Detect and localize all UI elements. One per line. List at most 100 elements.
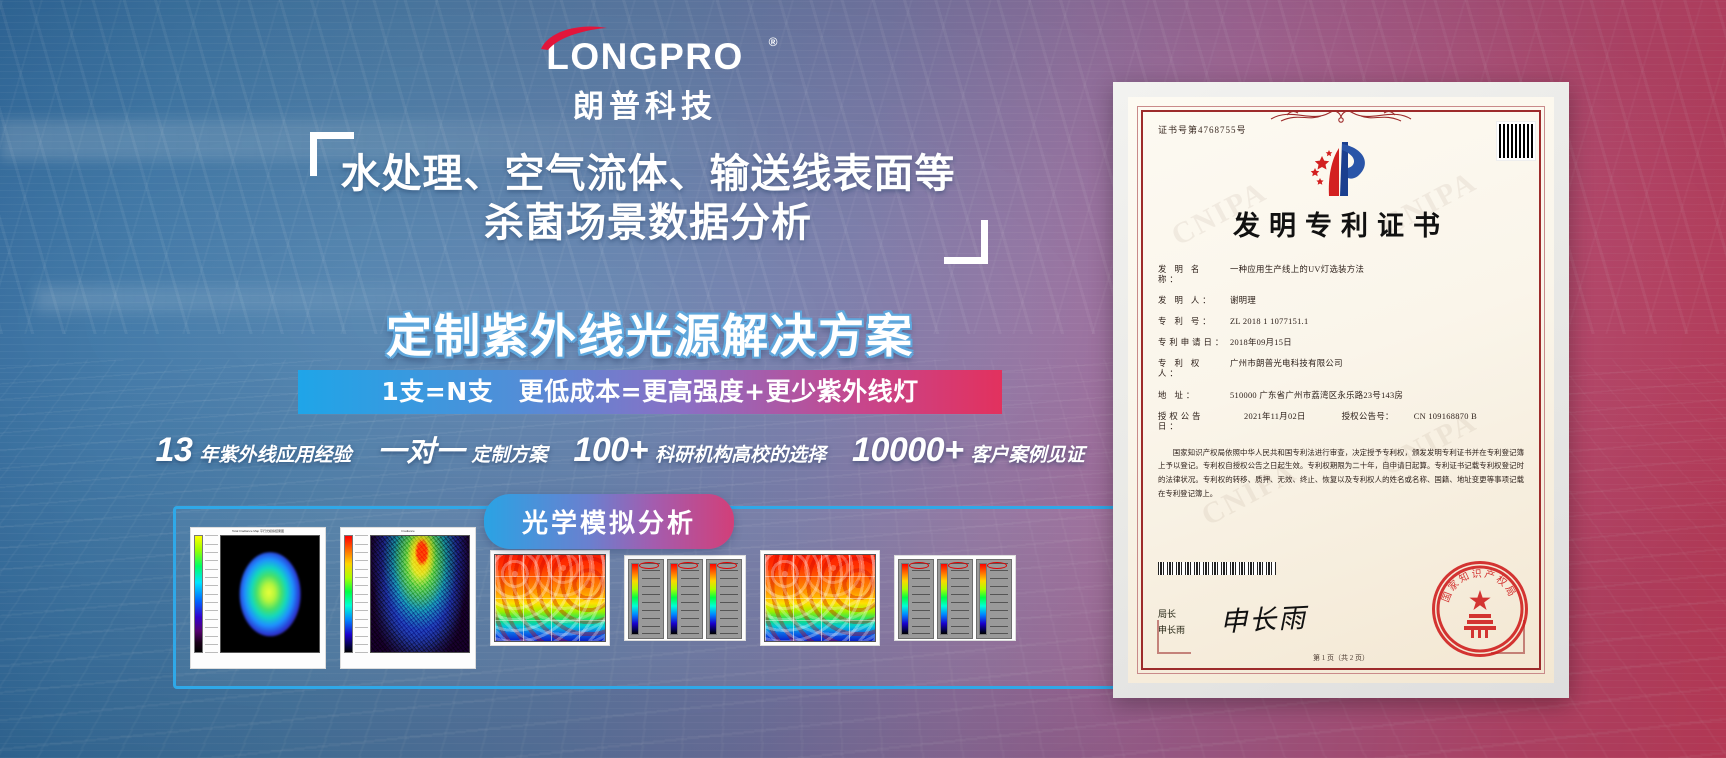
field-label-5: 地 址：	[1158, 390, 1198, 400]
sim-card-heatmap-2[interactable]	[760, 549, 880, 646]
field-value-2: ZL 2018 1 1077151.1	[1230, 317, 1309, 327]
background-light-beam	[0, 120, 794, 160]
registered-mark-icon: ®	[768, 35, 779, 49]
legend-values-c2	[989, 562, 1009, 635]
plot-irradiance-contour	[220, 535, 320, 654]
slogan-gradient-bar	[298, 370, 1002, 414]
director-label: 局长	[1158, 610, 1177, 621]
certificate-border-frame	[1137, 106, 1545, 674]
headline-line-2: 杀菌场景数据分析	[484, 199, 812, 246]
headline-line-1: 水处理、空气流体、输送线表面等	[340, 151, 956, 197]
plot-irradiance-speckle	[370, 535, 470, 654]
legend-values-c1	[719, 562, 739, 635]
field-label-2: 专 利 号：	[1158, 317, 1214, 327]
legend-colorbar-a2	[901, 562, 909, 635]
slogan-sub-text: 1支=N支 更低成本=更高强度+更少紫外线灯	[381, 377, 919, 406]
sim-card-legend-trio-1[interactable]	[624, 554, 746, 641]
certificate-serial-number: 证书号第4768755号	[1158, 125, 1247, 135]
certificate-field-invention-name: 发 明 名 称： 一种应用生产线上的UV灯选装方法	[1158, 265, 1524, 285]
bracket-top-left-icon	[310, 132, 354, 176]
official-seal-icon: 国家知识产权局	[1432, 561, 1528, 657]
legend-box-wrap-a2	[898, 558, 934, 639]
grant-date-value: 2021年11月02日	[1244, 411, 1306, 421]
patent-certificate[interactable]: CNIPA CNIPA CNIPA CNIPA	[1113, 82, 1569, 698]
field-value-1: 谢明理	[1230, 296, 1257, 306]
field-label-1: 发 明 人：	[1158, 296, 1214, 306]
certificate-corner-bottom-left	[1157, 620, 1191, 654]
colorbar-ticks-1	[355, 535, 368, 654]
sim-card-title-1: Irradiance	[401, 528, 415, 533]
sim-card-irradiance-contour[interactable]: Total Irradiance Map 平行光模拟结果图	[190, 526, 326, 669]
legend-box-c1	[706, 558, 742, 639]
director-name: 申长雨	[1158, 625, 1186, 636]
sim-card-heatmap-1[interactable]	[490, 549, 610, 646]
plot-heatmap-1	[494, 553, 606, 642]
background-light-beam-secondary	[34, 286, 518, 312]
certificate-inner: CNIPA CNIPA CNIPA CNIPA	[1128, 97, 1554, 683]
certificate-field-patentee: 专 利 权 人： 广州市朗普光电科技有限公司	[1158, 359, 1524, 379]
brand-logo-wordmark: LONGPRO ®	[525, 26, 777, 77]
qr-code-pattern	[1499, 124, 1533, 158]
ornament-icon	[1251, 105, 1431, 125]
legend-values-a2	[911, 562, 931, 635]
slogan-block: 定制紫外线光源解决方案 1支=N支 更低成本=更高强度+更少紫外线灯	[298, 300, 1002, 414]
certificate-legal-paragraph: 国家知识产权局依照中华人民共和国专利法进行审查，决定授予专利权，颁发发明专利证书…	[1158, 447, 1524, 498]
stat-label-2: 科研机构高校的选择	[655, 444, 827, 466]
colorbar-0	[194, 535, 203, 654]
certificate-title: 发明专利证书	[1233, 211, 1449, 242]
certificate-body: 证书号第4768755号	[1128, 97, 1554, 683]
sim-card-irradiance-speckle[interactable]: Irradiance	[340, 526, 476, 669]
stats-row: 13 年紫外线应用经验 一对一 定制方案 100+ 科研机构高校的选择 1000…	[120, 428, 1120, 470]
optical-simulation-badge: 光学模拟分析	[484, 494, 735, 549]
simulation-image-row: Total Irradiance Map 平行光模拟结果图 Irradiance	[176, 509, 1243, 686]
bracket-bottom-right-icon	[944, 219, 988, 264]
sim-card-body-0	[191, 533, 325, 656]
director-signature: 申长雨	[1219, 602, 1308, 639]
certificate-fields: 发 明 名 称： 一种应用生产线上的UV灯选装方法 发 明 人： 谢明理 专 利…	[1158, 265, 1524, 432]
field-value-4: 广州市朗普光电科技有限公司	[1230, 359, 1343, 369]
slogan-main-text: 定制紫外线光源解决方案	[386, 309, 914, 363]
sim-card-body-1	[341, 533, 475, 656]
brand-logo-text: LONGPRO	[546, 36, 744, 77]
legend-box-a1	[628, 558, 664, 639]
barcode-icon	[1158, 562, 1276, 575]
stat-item-3: 10000+ 客户案例见证	[852, 431, 1084, 470]
legend-colorbar-c2	[979, 562, 987, 635]
stat-label-3: 客户案例见证	[970, 444, 1085, 466]
legend-box-wrap-c1	[706, 558, 742, 639]
plot-heatmap-2	[764, 553, 876, 642]
stat-item-2: 100+ 科研机构高校的选择	[573, 431, 826, 470]
sim-card-title-0: Total Irradiance Map 平行光模拟结果图	[231, 528, 284, 533]
legend-colorbar-c1	[709, 562, 717, 635]
certificate-field-patent-number: 专 利 号： ZL 2018 1 1077151.1	[1158, 317, 1524, 327]
certificate-director-block: 局长 申长雨	[1158, 608, 1185, 639]
legend-values-b2	[950, 562, 970, 635]
brand-logo[interactable]: LONGPRO ® 朗普科技	[525, 26, 777, 126]
stat-number-1: 一对一	[377, 434, 465, 468]
legend-colorbar-a1	[631, 562, 639, 635]
legend-colorbar-b1	[670, 562, 678, 635]
colorbar-1	[344, 535, 353, 654]
field-value-5: 510000 广东省广州市荔湾区永乐路23号143房	[1230, 390, 1404, 400]
legend-values-b1	[680, 562, 700, 635]
field-value-0: 一种应用生产线上的UV灯选装方法	[1230, 265, 1365, 274]
brand-logo-chinese: 朗普科技	[573, 89, 717, 125]
stat-item-0: 13 年紫外线应用经验	[156, 431, 352, 470]
legend-box-b2	[937, 558, 973, 639]
colorbar-ticks-0	[205, 535, 218, 654]
field-label-3: 专利申请日：	[1158, 338, 1227, 348]
field-value-3: 2018年09月15日	[1230, 338, 1292, 348]
legend-box-c2	[976, 558, 1012, 639]
certificate-field-grant-row: 授权公告日： 2021年11月02日 授权公告号： CN 109168870 B	[1158, 412, 1524, 432]
certificate-corner-bottom-right	[1491, 620, 1525, 654]
grant-number-label: 授权公告号：	[1341, 411, 1394, 421]
legend-box-a2	[898, 558, 934, 639]
certificate-page-note: 第 1 页（共 2 页）	[1313, 654, 1369, 662]
stat-number-3: 10000+	[852, 431, 964, 469]
stat-label-0: 年紫外线应用经验	[199, 444, 352, 466]
field-label-0: 发 明 名 称：	[1158, 265, 1203, 285]
qr-code-icon	[1496, 121, 1536, 161]
sim-card-legend-trio-2[interactable]	[894, 554, 1016, 641]
stat-number-0: 13	[155, 431, 193, 469]
